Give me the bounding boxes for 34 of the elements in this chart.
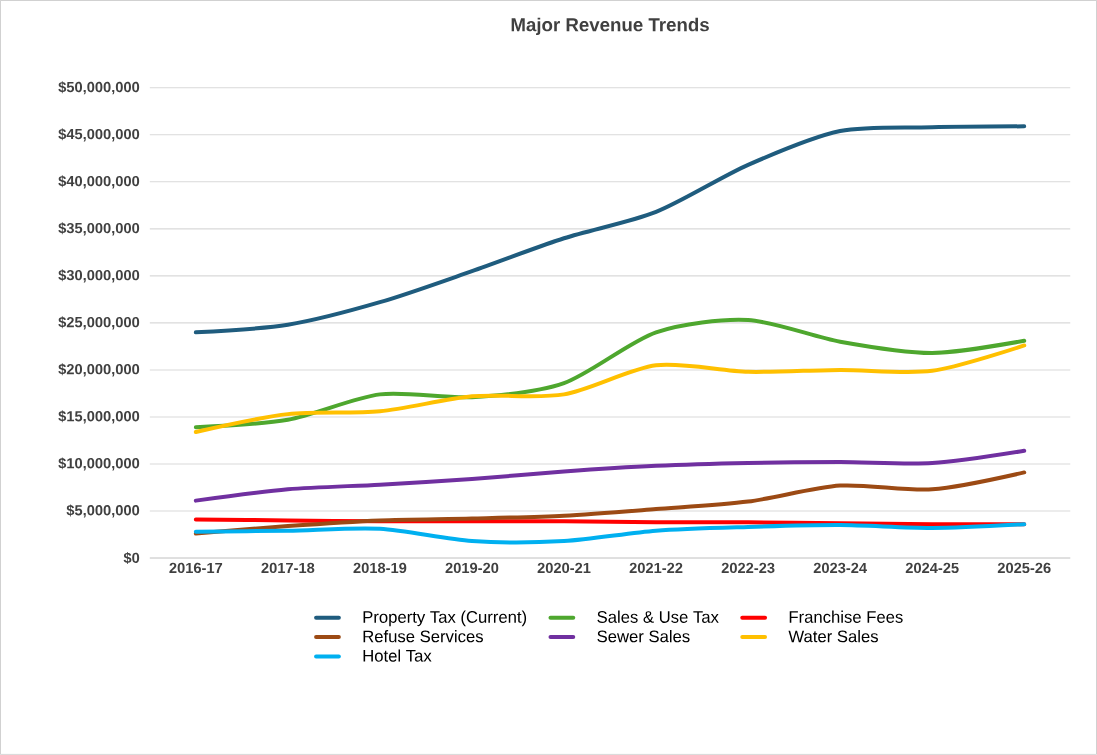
x-tick-label: 2025-26 [997,562,1051,574]
x-tick-label: 2023-24 [813,562,867,574]
y-tick-label: $40,000,000 [58,175,140,189]
line-series [193,343,1027,435]
x-tick-label: 2024-25 [905,562,959,574]
y-tick-label: $45,000,000 [58,128,140,142]
legend-label: Sewer Sales [597,630,690,643]
x-tick-label: 2020-21 [537,562,591,574]
legend-label: Franchise Fees [789,610,903,623]
y-tick-label: $10,000,000 [58,457,140,471]
line-series [193,522,1027,545]
x-tick-label: 2019-20 [445,562,499,574]
x-tick-label: 2017-18 [261,562,315,574]
legend-label: Property Tax (Current) [363,610,527,627]
y-tick-label: $20,000,000 [58,363,140,377]
y-tick-label: $50,000,000 [58,81,140,95]
legend-label: Water Sales [788,630,878,643]
line-series [193,124,1027,335]
x-tick-label: 2018-19 [353,562,407,574]
line-series [193,448,1027,503]
x-tick-label: 2016-17 [169,562,223,574]
y-tick-label: $15,000,000 [58,410,140,424]
x-tick-label: 2022-23 [721,562,775,574]
y-tick-label: $30,000,000 [58,269,140,283]
y-tick-label: $0 [123,552,140,565]
y-tick-label: $35,000,000 [58,222,140,236]
x-tick-label: 2021-22 [629,562,683,574]
y-tick-label: $5,000,000 [66,504,140,518]
legend-label: Sales & Use Tax [597,610,719,623]
chart-title: Major Revenue Trends [511,17,709,36]
legend-label: Hotel Tax [363,649,432,662]
line-series [193,470,1027,536]
legend-label: Refuse Services [363,630,483,643]
y-tick-label: $25,000,000 [58,316,140,330]
